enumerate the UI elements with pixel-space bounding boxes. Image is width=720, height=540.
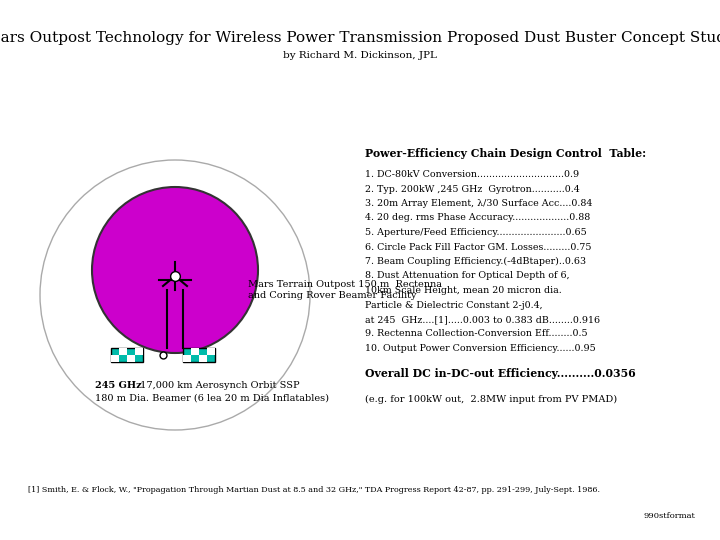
- Text: 17,000 km Aerosynch Orbit SSP: 17,000 km Aerosynch Orbit SSP: [137, 381, 300, 389]
- Text: 1. DC-80kV Conversion.............................0.9: 1. DC-80kV Conversion...................…: [365, 170, 579, 179]
- Text: 180 m Dia. Beamer (6 lea 20 m Dia Inflatables): 180 m Dia. Beamer (6 lea 20 m Dia Inflat…: [95, 394, 329, 402]
- Text: 4. 20 deg. rms Phase Accuracy...................0.88: 4. 20 deg. rms Phase Accuracy...........…: [365, 213, 590, 222]
- Text: 990stformat: 990stformat: [643, 512, 695, 520]
- Text: Mars Outpost Technology for Wireless Power Transmission Proposed Dust Buster Con: Mars Outpost Technology for Wireless Pow…: [0, 31, 720, 45]
- Text: at 245  GHz....[1].....0.003 to 0.383 dB........0.916: at 245 GHz....[1].....0.003 to 0.383 dB.…: [365, 315, 600, 324]
- Text: Particle & Dielectric Constant 2-j0.4,: Particle & Dielectric Constant 2-j0.4,: [365, 300, 543, 309]
- Text: 245 GHz: 245 GHz: [95, 381, 142, 389]
- Text: Power-Efficiency Chain Design Control  Table:: Power-Efficiency Chain Design Control Ta…: [365, 148, 646, 159]
- Text: (e.g. for 100kW out,  2.8MW input from PV PMAD): (e.g. for 100kW out, 2.8MW input from PV…: [365, 395, 617, 404]
- Text: 10km Scale Height, mean 20 micron dia.: 10km Scale Height, mean 20 micron dia.: [365, 286, 562, 295]
- Text: [1] Smith, E. & Flock, W., "Propagation Through Martian Dust at 8.5 and 32 GHz,": [1] Smith, E. & Flock, W., "Propagation …: [28, 486, 600, 494]
- Text: 9. Rectenna Collection-Conversion Eff........0.5: 9. Rectenna Collection-Conversion Eff...…: [365, 329, 588, 339]
- Text: 10. Output Power Conversion Efficiency......0.95: 10. Output Power Conversion Efficiency..…: [365, 344, 595, 353]
- Bar: [119, 348, 127, 355]
- Text: 8. Dust Attenuation for Optical Depth of 6,: 8. Dust Attenuation for Optical Depth of…: [365, 272, 570, 280]
- Text: 6. Circle Pack Fill Factor GM. Losses.........0.75: 6. Circle Pack Fill Factor GM. Losses...…: [365, 242, 592, 252]
- Text: 2. Typ. 200kW ,245 GHz  Gyrotron...........0.4: 2. Typ. 200kW ,245 GHz Gyrotron.........…: [365, 185, 580, 193]
- Bar: [183, 355, 191, 362]
- Text: Overall DC in-DC-out Efficiency..........0.0356: Overall DC in-DC-out Efficiency.........…: [365, 368, 636, 379]
- Bar: [111, 348, 143, 362]
- Bar: [191, 348, 199, 355]
- Bar: [135, 348, 143, 355]
- Circle shape: [92, 187, 258, 353]
- Text: Mars Terrain Outpost 150 m  Rectenna
and Coring Rover Beamer Facility: Mars Terrain Outpost 150 m Rectenna and …: [248, 280, 442, 300]
- Text: 3. 20m Array Element, λ/30 Surface Acc....0.84: 3. 20m Array Element, λ/30 Surface Acc..…: [365, 199, 593, 208]
- Bar: [199, 355, 207, 362]
- Text: 7. Beam Coupling Efficiency.(-4dBtaper)..0.63: 7. Beam Coupling Efficiency.(-4dBtaper).…: [365, 257, 586, 266]
- Bar: [207, 348, 215, 355]
- Text: 5. Aperture/Feed Efficiency.......................0.65: 5. Aperture/Feed Efficiency.............…: [365, 228, 587, 237]
- Bar: [127, 355, 135, 362]
- Text: by Richard M. Dickinson, JPL: by Richard M. Dickinson, JPL: [283, 51, 437, 60]
- Bar: [183, 348, 215, 362]
- Bar: [111, 355, 119, 362]
